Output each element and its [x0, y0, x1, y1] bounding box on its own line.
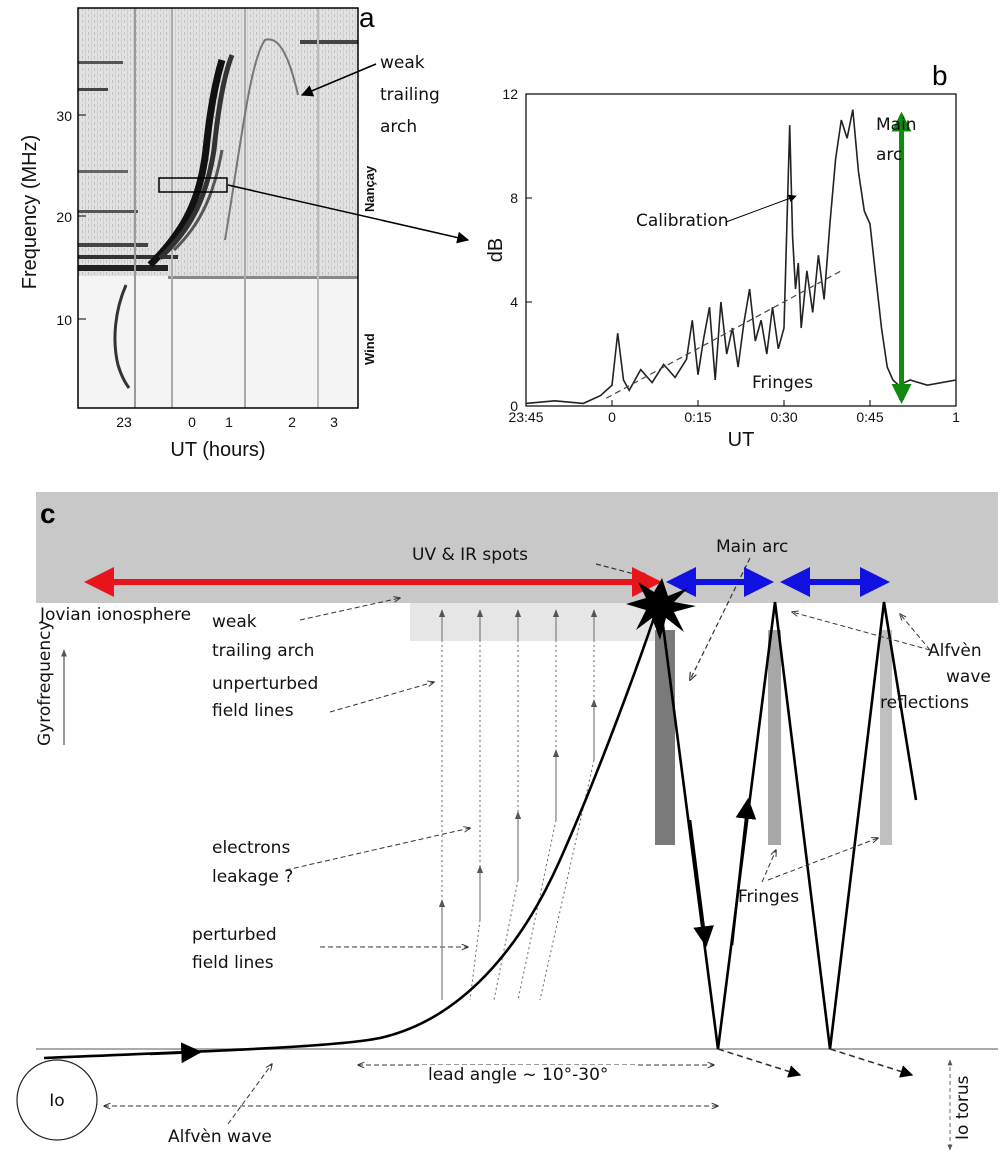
alfven-reflections-label: reflections — [880, 693, 969, 713]
weak-arch-annotation: weak — [380, 53, 425, 73]
ionosphere-label: Jovian ionosphere — [39, 605, 191, 625]
y-tick-label: 4 — [510, 294, 518, 310]
perturbed-label: field lines — [192, 953, 274, 973]
spectrum-image — [78, 8, 358, 408]
perturbed-label: perturbed — [192, 925, 277, 945]
reflection-arrow — [688, 819, 714, 948]
x-tick-label: 0:15 — [684, 409, 711, 425]
io-torus-label: Io torus — [953, 1075, 973, 1140]
panel-a-xlabel: UT (hours) — [170, 439, 265, 461]
uv-ir-star-marker — [626, 578, 696, 640]
unperturbed-field-lines — [441, 610, 595, 1001]
electrons-label: leakage ? — [212, 867, 293, 887]
reflections-pointer — [792, 612, 931, 651]
main-arc-label-b: arc — [876, 145, 902, 165]
weak-arch-label-c: weak — [212, 612, 257, 632]
panel-a: a — [19, 2, 470, 461]
panel-c: c UV & IR spots Main arc Jovian ionosphe… — [16, 492, 998, 1151]
alfven-wave-label: Alfvèn wave — [168, 1127, 272, 1147]
weak-arch-label-c: trailing arch — [212, 641, 314, 661]
fringes-label-b: Fringes — [752, 373, 813, 393]
alfven-reflections-label: Alfvèn — [928, 641, 982, 661]
x-tick-label: 0:45 — [856, 409, 883, 425]
fringes-label-c: Fringes — [738, 887, 799, 907]
calibration-pointer — [725, 194, 797, 223]
alfven-wave-pointer — [227, 1064, 272, 1125]
gyrofrequency-label: Gyrofrequency — [35, 620, 55, 746]
lead-angle-label: lead angle ~ 10°-30° — [428, 1065, 608, 1085]
unperturbed-label: unperturbed — [212, 674, 318, 694]
wind-label: Wind — [362, 333, 377, 365]
fringe-emission-bar — [880, 630, 892, 845]
fringes-pointer — [767, 838, 878, 881]
panel-a-xtick: 3 — [330, 414, 338, 430]
uv-ir-label: UV & IR spots — [412, 545, 528, 565]
fringes-pointer — [761, 850, 776, 883]
weak-arch-pointer-c — [299, 598, 400, 621]
panel-a-ytick: 10 — [56, 312, 72, 328]
reflection-zigzag — [658, 601, 918, 1050]
main-arc-emission-bar — [655, 630, 675, 845]
y-tick-label: 12 — [502, 86, 518, 102]
panel-a-ytick: 20 — [56, 209, 72, 225]
x-axis-label: UT — [728, 429, 755, 451]
x-tick-label: 0:30 — [770, 409, 797, 425]
io-label: Io — [49, 1091, 64, 1111]
panel-c-letter: c — [40, 498, 56, 529]
panel-a-xtick: 1 — [225, 414, 233, 430]
unperturbed-label: field lines — [212, 701, 294, 721]
alfven-reflections-label: wave — [946, 667, 991, 687]
perturbed-field-lines — [438, 609, 598, 1000]
calibration-label: Calibration — [636, 211, 729, 231]
weak-arch-annotation: arch — [380, 117, 417, 137]
panel-a-xtick: 23 — [116, 414, 132, 430]
series-line — [525, 109, 957, 405]
reflection-arrow — [730, 797, 757, 946]
y-tick-label: 8 — [510, 190, 518, 206]
unperturbed-pointer — [329, 682, 434, 713]
selection-box — [158, 177, 228, 193]
x-tick-label: 1 — [952, 409, 960, 425]
panel-a-ytick: 30 — [56, 108, 72, 124]
reflections-pointer — [900, 614, 931, 651]
zoom-arrow — [227, 184, 470, 244]
fringe-emission-bar — [768, 630, 781, 845]
weak-arch-annotation: trailing — [380, 85, 440, 105]
trend-line — [606, 270, 842, 399]
torus-escape-arrow — [829, 1048, 914, 1078]
torus-escape-arrow — [717, 1048, 802, 1078]
alfven-wave-arrow — [149, 1042, 203, 1064]
main-arc-label-c: Main arc — [716, 537, 788, 557]
x-tick-label: 0 — [608, 409, 616, 425]
electrons-label: electrons — [212, 838, 290, 858]
main-arc-label-b: Main — [876, 115, 917, 135]
lead-angle-label-bg — [422, 1065, 638, 1085]
x-tick-label: 23:45 — [508, 409, 543, 425]
y-axis-label: dB — [485, 238, 507, 262]
panel-b-frame — [525, 93, 957, 407]
ionosphere-strip — [410, 603, 655, 641]
panel-a-letter: a — [359, 2, 375, 33]
electrons-pointer — [285, 828, 470, 871]
panel-a-xtick: 0 — [188, 414, 196, 430]
panel-b-letter: b — [932, 60, 948, 91]
panel-a-frame — [77, 7, 359, 409]
y-tick-label: 0 — [510, 398, 518, 414]
panel-a-ylabel: Frequency (MHz) — [19, 135, 41, 289]
panel-a-xtick: 2 — [288, 414, 296, 430]
main-arc-pointer — [690, 557, 751, 680]
weak-arch-pointer — [300, 63, 377, 97]
io-moon — [16, 1059, 98, 1141]
alfven-wave-path — [43, 599, 662, 1060]
nancay-label: Nançay — [362, 165, 377, 212]
